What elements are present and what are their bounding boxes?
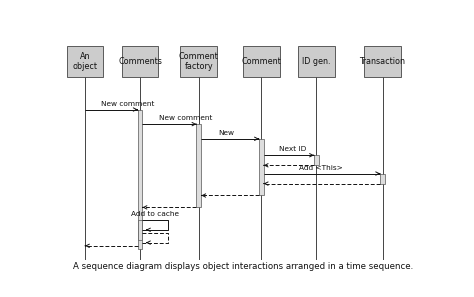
Text: New comment: New comment xyxy=(101,100,154,107)
Text: Comment
factory: Comment factory xyxy=(179,52,219,71)
Bar xyxy=(364,46,401,77)
Text: A sequence diagram displays object interactions arranged in a time sequence.: A sequence diagram displays object inter… xyxy=(73,262,413,271)
Text: Transaction: Transaction xyxy=(359,57,406,66)
Text: New comment: New comment xyxy=(159,115,212,121)
Bar xyxy=(137,220,143,240)
Bar xyxy=(380,173,385,184)
Text: Add <This>: Add <This> xyxy=(299,165,342,170)
Text: Add to cache: Add to cache xyxy=(131,211,179,217)
Bar xyxy=(137,110,143,249)
Bar xyxy=(122,46,158,77)
Bar xyxy=(259,139,264,195)
Bar xyxy=(181,46,217,77)
Text: New: New xyxy=(219,130,235,136)
Bar xyxy=(66,46,103,77)
Bar xyxy=(298,46,335,77)
Text: Comments: Comments xyxy=(118,57,162,66)
Text: An
object: An object xyxy=(73,52,98,71)
Text: Comment: Comment xyxy=(241,57,281,66)
Bar xyxy=(243,46,280,77)
Bar xyxy=(196,124,201,207)
Text: ID gen.: ID gen. xyxy=(302,57,331,66)
Text: Next ID: Next ID xyxy=(279,146,306,152)
Bar xyxy=(314,155,319,165)
